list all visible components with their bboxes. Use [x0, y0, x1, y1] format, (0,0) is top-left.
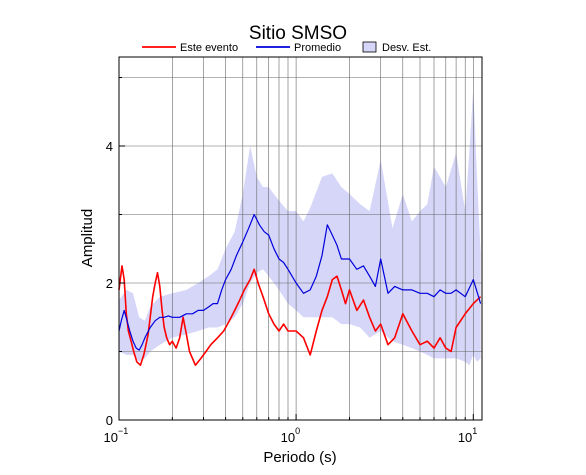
- legend-label: Desv. Est.: [382, 42, 431, 54]
- legend-item-este-evento: Este evento: [142, 42, 238, 54]
- x-axis-label: Periodo (s): [263, 449, 336, 466]
- grid-layer: [119, 57, 482, 420]
- x-tick-exponent: 1: [472, 426, 477, 436]
- x-tick-exponent: 0: [295, 426, 300, 436]
- y-axis-label: Amplitud: [79, 209, 96, 267]
- series-layer: [118, 213, 482, 367]
- x-tick-base: 10: [458, 430, 472, 445]
- legend-item-promedio: Promedio: [256, 42, 341, 54]
- std-band: [119, 87, 481, 366]
- x-tick-base: 10: [281, 430, 295, 445]
- y-tick-label: 2: [106, 276, 113, 291]
- legend-label: Promedio: [294, 42, 341, 54]
- series-line-promedio: [118, 213, 482, 351]
- x-tick-base: 10: [104, 430, 118, 445]
- chart-title: Sitio SMSO: [249, 23, 347, 44]
- x-tick-label: 10 1: [458, 426, 477, 445]
- series-line-este-evento: [118, 265, 482, 367]
- x-axis-ticks: 10 −1 10 0 10 1: [104, 414, 477, 445]
- x-tick-exponent: −1: [118, 426, 128, 436]
- plot-frame: [118, 56, 483, 421]
- x-tick-label: 10 0: [281, 426, 300, 445]
- std-band-layer: [119, 87, 481, 366]
- y-tick-label: 0: [106, 413, 113, 428]
- legend: Este evento Promedio Desv. Est.: [142, 41, 431, 54]
- y-tick-label: 4: [106, 139, 113, 154]
- legend-swatch: [362, 41, 377, 53]
- x-tick-label: 10 −1: [104, 426, 129, 445]
- legend-label: Este evento: [180, 42, 238, 54]
- legend-item-desv-est: Desv. Est.: [362, 41, 431, 54]
- y-axis-ticks: 0 2 4: [106, 77, 125, 428]
